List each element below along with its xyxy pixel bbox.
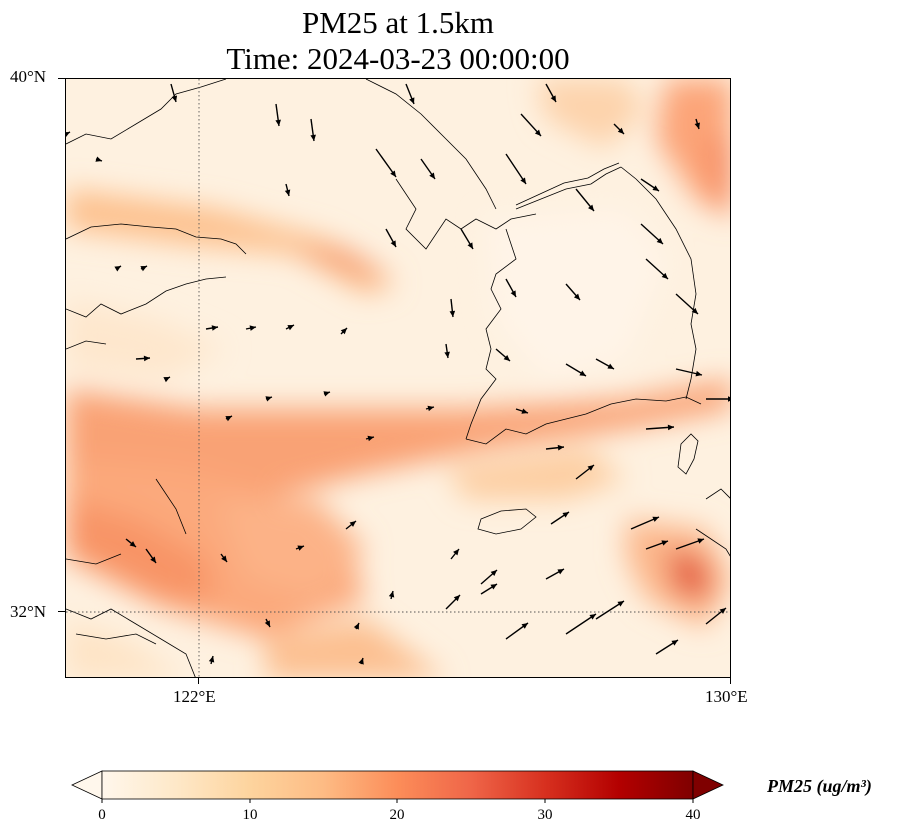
wind-arrow-head [310,134,316,141]
wind-arrow-head [490,584,497,590]
wind-arrow-head [521,408,528,414]
wind-arrow-head [694,122,700,129]
wind-arrow-head [453,549,459,556]
wind-arrow-head [287,325,294,331]
wind-arrow-head [353,623,359,630]
wind-arrow-head [265,396,272,402]
wind-arrow-head [691,307,698,314]
wind-arrow-head [449,310,456,317]
wind-arrow-head [171,95,178,102]
wind-arrow-head [562,512,569,518]
wind-arrow-head [521,623,528,629]
wind-arrow-head [150,556,156,563]
lon-label-122e: 122°E [173,687,216,706]
wind-arrow-head [617,127,624,134]
wind-arrow-head [671,640,678,646]
wind-arrow-head [388,591,395,598]
wind-arrow [505,153,527,185]
colorbar-tick-20: 20 [389,807,405,823]
wind-arrow-head [249,325,256,331]
wind-arrow-head [367,435,374,442]
colorbar-max-extend [692,770,724,800]
wind-vectors [66,83,730,665]
wind-arrow-head [557,569,564,575]
wind-arrow-head [667,424,674,431]
wind-arrow-head [520,177,526,184]
wind-arrow-head [557,444,564,451]
wind-arrow-head [143,355,150,362]
wind-arrow-head [211,325,218,331]
wind-arrow-head [208,656,215,663]
pm25-map [65,78,731,678]
colorbar-tick-30: 30 [537,807,553,823]
colorbar-min-extend [71,770,103,800]
wind-arrow-head [534,129,541,136]
wind-arrow-head [652,516,659,522]
lon-tick-122e [198,678,199,684]
wind-arrow-head [340,328,347,335]
colorbar-label: PM25 (ug/m³) [767,776,872,796]
wind-arrow-head [661,540,668,546]
wind-arrow-head [588,204,594,211]
wind-arrow-head [349,521,356,527]
colorbar-gradient [101,770,694,800]
wind-arrow [565,613,597,635]
wind-arrow-head [661,272,668,279]
wind-arrow-head [409,97,415,104]
pm25-field-svg [66,79,730,677]
lat-label-40n: 40°N [10,67,47,86]
wind-arrow-head [163,377,170,383]
wind-arrow-head [390,240,396,247]
lat-tick-40n [58,78,65,79]
wind-arrow-head [579,370,586,376]
wind-arrow-head [652,185,659,191]
wind-arrow-head [390,170,396,177]
wind-arrow-head [264,620,270,627]
wind-arrow-head [444,351,450,358]
colorbar [71,770,724,803]
wind-arrow-head [510,290,516,297]
lat-label-32n: 32°N [10,602,47,621]
wind-arrow-head [140,266,147,272]
wind-arrow-head [297,545,304,551]
wind-arrow-head [656,237,663,244]
wind-arrow-head [453,595,460,602]
wind-arrow-head [429,172,435,179]
wind-arrow-head [697,538,704,544]
lon-label-130e: 130°E [705,687,748,706]
pm25-concentration-field [66,79,730,677]
wind-arrow-head [503,354,510,361]
wind-arrow-head [695,370,702,377]
map-time-subtitle: Time: 2024-03-23 00:00:00 [226,41,570,76]
wind-arrow-head [728,396,730,402]
wind-arrow-head [573,293,580,300]
wind-arrow-head [467,242,473,249]
wind-arrow-head [607,363,614,369]
coastlines [66,79,730,677]
wind-arrow-head [617,601,624,607]
wind-arrow-head [323,391,330,397]
wind-arrow-head [427,405,434,412]
wind-arrow-head [95,156,102,162]
wind-arrow-head [550,95,556,102]
wind-arrow-head [225,416,232,422]
wind-arrow-head [589,614,596,620]
wind-arrow-head [587,465,594,471]
wind-arrow-head [221,555,227,562]
wind-arrow-head [129,541,136,547]
wind-arrow-head [719,608,726,614]
gridlines [66,79,730,677]
lon-tick-130e [730,678,731,684]
colorbar-tick-40: 40 [685,807,701,823]
colorbar-tick-10: 10 [242,807,258,823]
wind-arrow-head [275,119,281,126]
map-title: PM25 at 1.5km [301,5,495,40]
wind-arrow-head [490,570,497,577]
colorbar-tick-0: 0 [98,807,106,823]
lat-tick-32n [58,611,65,612]
wind-arrow-head [114,266,121,272]
wind-arrow-head [284,189,291,196]
wind-arrow-head [358,658,364,665]
